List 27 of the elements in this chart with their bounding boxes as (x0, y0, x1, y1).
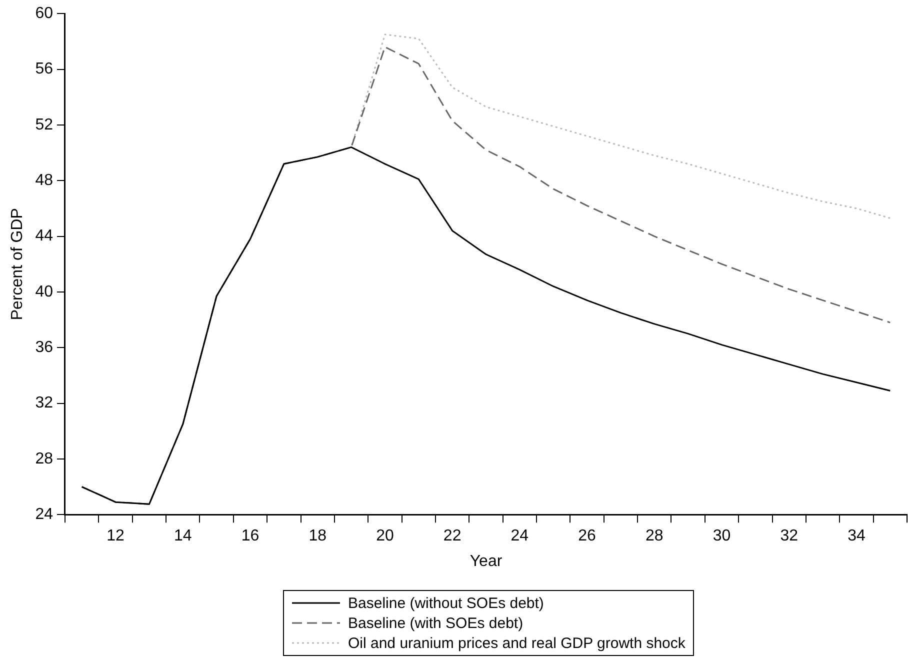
y-tick-label: 32 (35, 394, 54, 412)
x-tick-label: 16 (241, 528, 260, 545)
x-tick-label: 12 (106, 528, 125, 545)
y-tick-label: 44 (35, 228, 54, 245)
y-tick-label: 52 (35, 116, 54, 134)
x-tick-label: 22 (443, 528, 462, 545)
x-tick-label: 30 (712, 528, 731, 545)
x-axis-title: Year (470, 552, 503, 570)
y-tick-label: 60 (35, 5, 54, 22)
x-tick-label: 20 (376, 528, 394, 545)
x-tick-label: 26 (578, 528, 596, 545)
y-tick-label: 36 (35, 339, 54, 356)
x-tick-label: 34 (848, 528, 866, 545)
y-axis-title: Percent of GDP (9, 208, 26, 320)
x-tick-label: 18 (308, 528, 327, 545)
y-tick-label: 48 (35, 172, 54, 190)
x-tick-label: 14 (174, 528, 192, 545)
y-tick-label: 40 (35, 283, 54, 300)
legend-label: Baseline (without SOEs debt) (348, 594, 544, 612)
x-tick-label: 24 (510, 528, 529, 545)
x-tick-label: 32 (780, 528, 798, 545)
legend-label: Baseline (with SOEs debt) (348, 614, 524, 632)
y-tick-label: 28 (35, 450, 54, 468)
x-tick-label: 28 (646, 528, 664, 545)
y-tick-label: 24 (35, 506, 54, 524)
legend-label: Oil and uranium prices and real GDP growth shock (348, 634, 686, 652)
y-tick-label: 56 (35, 60, 54, 78)
